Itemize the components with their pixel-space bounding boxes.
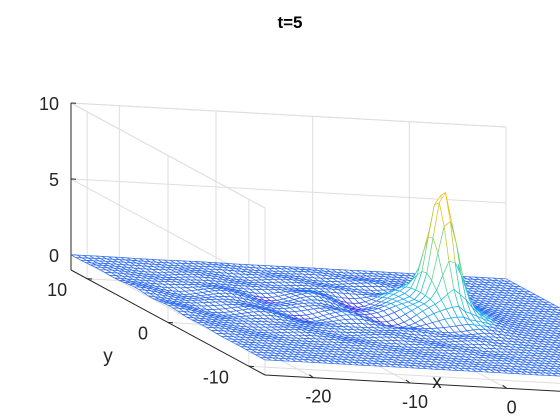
mesh-cell: [557, 342, 560, 345]
y-tick-label: 10: [47, 280, 67, 300]
x-tick-label: 0: [507, 397, 517, 417]
mesh-cell: [549, 365, 560, 370]
z-gridline: [70, 102, 507, 128]
mesh-cell: [549, 344, 560, 349]
mesh-cell: [554, 368, 560, 372]
mesh-cell: [552, 328, 560, 332]
mesh-cell: [549, 323, 560, 327]
x-tick-label: -20: [305, 387, 331, 407]
x-axis-label: x: [432, 372, 442, 393]
mesh-cell: [550, 311, 560, 316]
x-tick-mark: [405, 379, 411, 384]
mesh-cell: [552, 318, 560, 323]
mesh-cell: [552, 339, 560, 344]
mesh-cell: [554, 347, 560, 351]
mesh-cell: [557, 321, 560, 324]
mesh-cell: [553, 316, 560, 320]
mesh-cell: [555, 323, 560, 327]
surface-mesh: [70, 192, 560, 377]
mesh-cell: [553, 358, 560, 363]
mesh-cell: [554, 314, 560, 318]
z-tick-label: 5: [49, 170, 59, 190]
mesh-cell: [553, 349, 560, 353]
mesh-cell: [551, 372, 560, 377]
mesh-cell: [557, 363, 560, 366]
z-tick-label: 10: [39, 94, 59, 114]
x-axis-line: [264, 374, 560, 392]
mesh-cell: [550, 332, 560, 337]
z-gridline: [70, 178, 507, 204]
y-tick-label: 0: [138, 324, 148, 344]
y-axis-label: y: [103, 346, 113, 367]
mesh-cell: [556, 354, 560, 357]
mesh-cell: [548, 356, 560, 360]
mesh-cell: [550, 353, 560, 358]
y-gridline: [248, 365, 560, 384]
mesh-cell: [553, 370, 560, 375]
chart-title: t=5: [277, 13, 302, 32]
mesh-cell: [553, 337, 560, 342]
mesh-cell: [551, 351, 560, 356]
y-tick-label: -10: [203, 367, 229, 387]
mesh-cell: [554, 325, 560, 330]
mesh-cell: [552, 361, 560, 365]
x-tick-mark: [502, 384, 507, 389]
z-tick-label: 0: [49, 246, 59, 266]
mesh-cell: [555, 344, 560, 348]
mesh-cell: [552, 307, 560, 311]
mesh-cell: [548, 334, 560, 339]
x-tick-mark: [309, 374, 314, 379]
axis-layer: [70, 102, 560, 392]
mesh-cell: [548, 313, 560, 318]
x-tick-label: -10: [402, 392, 428, 412]
